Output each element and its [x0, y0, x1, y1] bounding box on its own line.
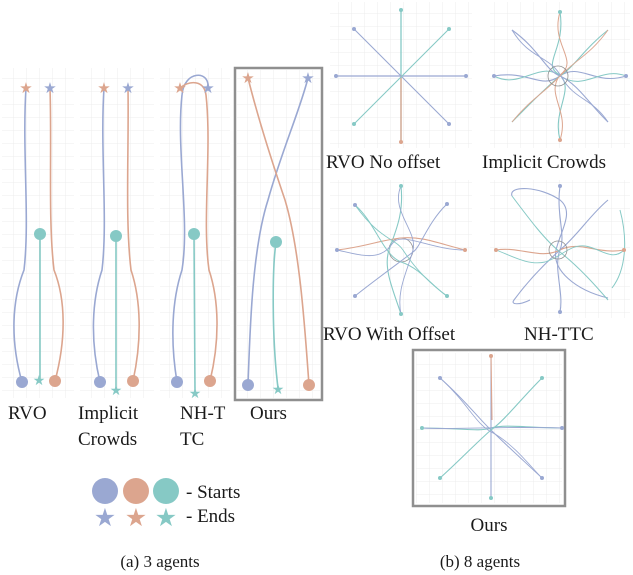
end-blue-rvo: ★: [43, 79, 56, 97]
panel-a: ★ ★ ★ ★ ★ ★ ★ ★ ★: [2, 66, 324, 450]
end-teal-nhttc: ★: [189, 386, 202, 402]
trajectories-rvo: ★ ★ ★: [13, 79, 64, 389]
path-orange-ours: [247, 77, 310, 386]
frame-ours-a: [233, 66, 324, 402]
label-rvo-no-offset: RVO No offset: [326, 152, 441, 173]
plot-nhttc: [490, 180, 630, 318]
path-teal-nhttc: [193, 233, 196, 393]
start-orange-ours: [303, 379, 315, 391]
frame-ours-b: [411, 348, 567, 508]
end-orange-ours: ★: [241, 69, 254, 87]
legend-end-blue: ★: [94, 503, 116, 532]
legend-start-teal: [153, 478, 179, 504]
start-teal-implicit: [110, 230, 122, 242]
end-teal-implicit: ★: [110, 383, 123, 399]
start-teal-rvo: [34, 228, 46, 240]
legend: ★ ★ ★ - Starts - Ends: [92, 478, 240, 532]
label-implicit-crowds: Implicit Crowds: [482, 152, 606, 173]
label-rvo: RVO: [8, 403, 47, 424]
label-implicit-1: Implicit: [78, 403, 139, 424]
plot-rvo-no-offset: [330, 2, 472, 148]
start-blue-nhttc: [171, 376, 183, 388]
end-blue-nhttc: ★: [201, 79, 214, 97]
panel-b: RVO No offset Implicit Crowds: [323, 2, 630, 536]
end-blue-ours: ★: [301, 69, 314, 87]
legend-start-orange: [123, 478, 149, 504]
trajectories-nhttc: ★ ★ ★: [171, 74, 218, 402]
path-orange-nhttc: [179, 81, 218, 382]
label-nhttc-2: TC: [180, 429, 204, 450]
plot-rvo-with-offset: [330, 180, 472, 320]
legend-starts-label: - Starts: [186, 482, 240, 503]
start-teal-nhttc: [188, 228, 200, 240]
start-orange-implicit: [127, 375, 139, 387]
end-teal-ours: ★: [272, 382, 285, 398]
end-orange-nhttc: ★: [173, 79, 186, 97]
plot-implicit-crowds: [490, 2, 630, 148]
label-nhttc-1: NH-T: [180, 403, 226, 424]
end-orange-implicit: ★: [97, 79, 110, 97]
label-ours-b: Ours: [471, 515, 508, 536]
label-nhttc: NH-TTC: [524, 324, 594, 345]
legend-ends-label: - Ends: [186, 506, 235, 527]
start-blue-implicit: [94, 376, 106, 388]
label-implicit-2: Crowds: [78, 429, 137, 450]
end-orange-rvo: ★: [19, 79, 32, 97]
legend-end-teal: ★: [155, 503, 177, 532]
path-blue-ours: [247, 77, 309, 386]
path-teal-ours: [272, 241, 279, 389]
caption-a: (a) 3 agents: [120, 552, 199, 571]
path-orange-implicit: [126, 87, 140, 382]
label-ours-a: Ours: [250, 403, 287, 424]
start-blue-ours: [242, 379, 254, 391]
trajectories-ours: ★ ★ ★: [233, 66, 324, 402]
start-orange-nhttc: [204, 375, 216, 387]
label-rvo-with-offset: RVO With Offset: [323, 324, 456, 345]
path-blue-implicit: [92, 87, 106, 383]
start-orange-rvo: [49, 375, 61, 387]
end-blue-implicit: ★: [121, 79, 134, 97]
path-blue-rvo: [13, 87, 28, 383]
plot-ours-b: [411, 348, 567, 508]
end-teal-rvo: ★: [33, 373, 46, 389]
start-teal-ours: [270, 236, 282, 248]
caption-b: (b) 8 agents: [440, 552, 520, 571]
path-orange-rvo: [49, 87, 64, 382]
start-blue-rvo: [16, 376, 28, 388]
legend-start-blue: [92, 478, 118, 504]
path-blue-nhttc: [172, 74, 209, 383]
trajectories-implicit: ★ ★ ★: [92, 79, 140, 399]
legend-end-orange: ★: [125, 503, 147, 532]
